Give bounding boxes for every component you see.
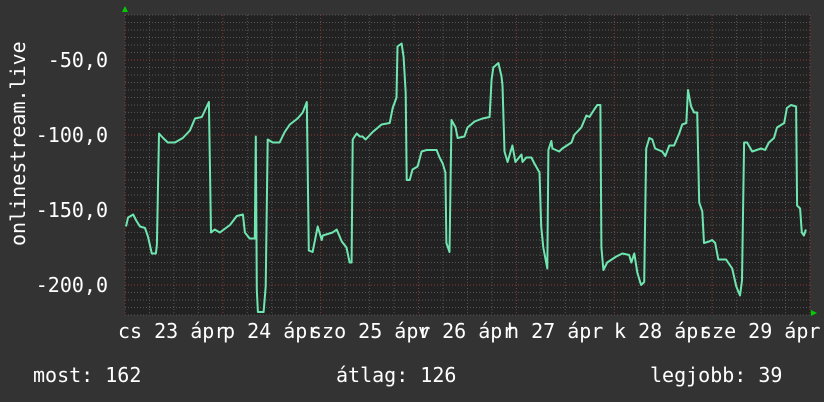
y-tick-label: -150,0	[35, 198, 108, 222]
y-axis-arrow-icon	[122, 6, 128, 12]
x-axis-arrow-icon	[811, 310, 817, 316]
x-tick-label: k 28 ápr	[614, 319, 711, 343]
legend-current: most: 162	[33, 363, 142, 387]
y-axis-label: onlinestream.live	[6, 41, 30, 246]
y-tick-label: -200,0	[35, 273, 108, 297]
y-tick-label: -100,0	[35, 123, 108, 147]
legend-average: átlag: 126	[336, 363, 457, 387]
series-line	[125, 42, 807, 313]
grid	[124, 14, 811, 316]
x-tick-label: v 26 ápr	[418, 319, 515, 343]
legend-max: legjobb: 39	[650, 363, 783, 387]
x-tick-label: sze 29 ápr	[700, 319, 821, 343]
x-tick-label: h 27 ápr	[507, 319, 604, 343]
y-tick-label: -50,0	[47, 48, 108, 72]
x-tick-label: szo 25 ápr	[310, 319, 431, 343]
x-tick-label: p 24 ápr	[223, 319, 320, 343]
x-tick-label: cs 23 ápr	[118, 319, 227, 343]
